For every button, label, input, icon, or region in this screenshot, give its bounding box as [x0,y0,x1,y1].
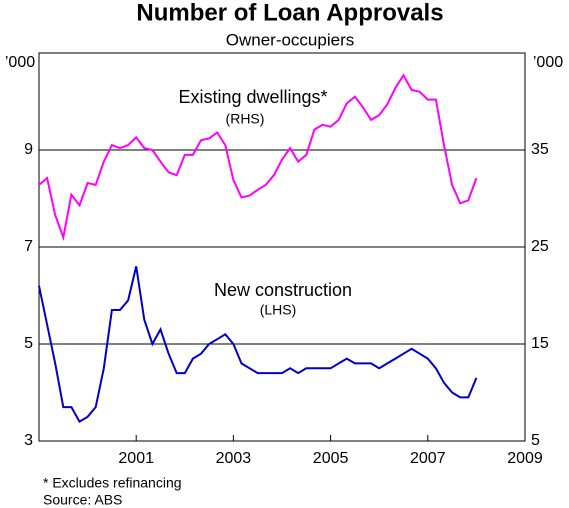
x-tick-label: 2005 [313,450,349,467]
series-axis-label: (LHS) [260,302,297,318]
y2-tick-label: 5 [531,432,540,449]
chart-subtitle: Owner-occupiers [226,30,355,49]
x-tick-label: 2001 [118,450,154,467]
y2-tick-label: 25 [531,238,549,255]
y-tick-label: 9 [24,141,33,158]
y2-tick-label: 35 [531,141,549,158]
chart-title: Number of Loan Approvals [136,0,443,26]
x-tick-label: 2003 [216,450,252,467]
y-tick-label: 5 [24,335,33,352]
footnote: * Excludes refinancing [43,475,182,491]
series-axis-label: (RHS) [226,111,265,127]
y2-tick-label: 15 [531,335,549,352]
series-line [38,73,478,242]
source: Source: ABS [43,492,122,508]
x-tick-label: 2007 [410,450,446,467]
series-label: New construction [214,280,352,300]
series-label: Existing dwellings* [178,87,327,107]
y2-unit: ’000 [533,54,563,71]
y-tick-label: 7 [24,238,33,255]
x-tick-label: 2009 [507,450,543,467]
y-tick-label: 3 [24,432,33,449]
series-line [38,266,478,423]
y-unit: ’000 [5,54,35,71]
